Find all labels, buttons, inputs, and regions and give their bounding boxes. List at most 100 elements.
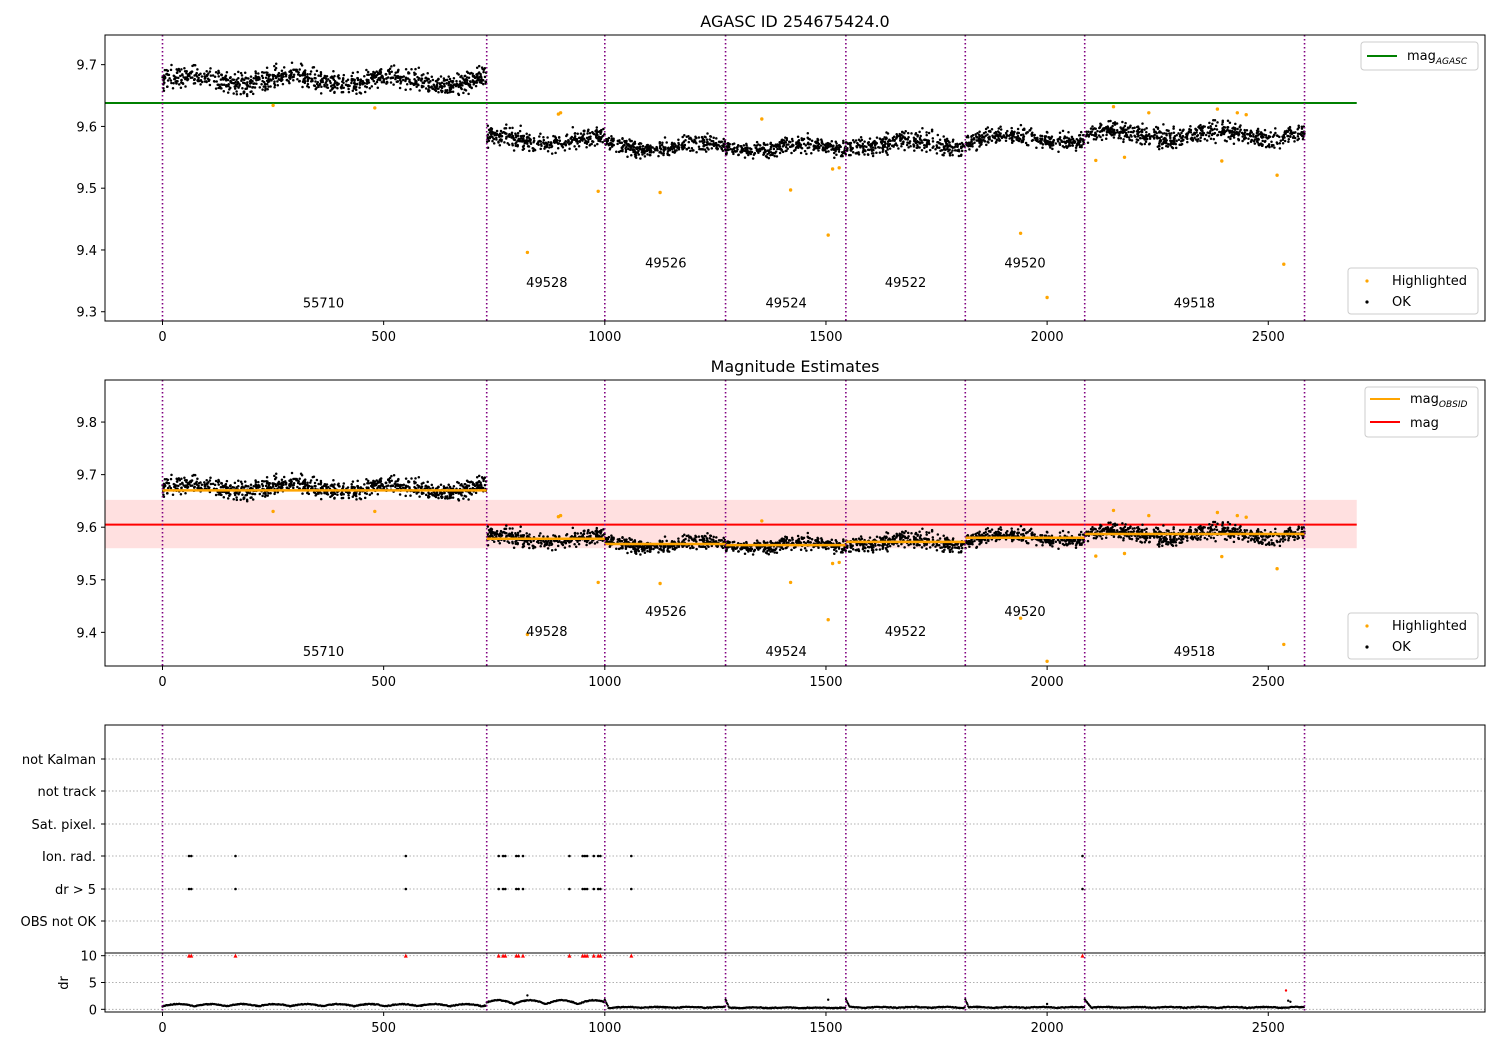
ok-point — [1109, 127, 1113, 131]
ok-point — [646, 153, 649, 156]
ok-point — [414, 67, 417, 71]
obsid-label: 49524 — [765, 296, 806, 311]
ok-point — [1086, 141, 1090, 144]
ok-point — [577, 136, 581, 140]
ok-point — [866, 153, 870, 156]
ok-point — [729, 147, 732, 151]
ok-point — [666, 147, 670, 150]
ok-point — [1127, 130, 1130, 134]
ok-point — [1012, 134, 1015, 138]
ok-point — [840, 153, 844, 157]
ok-point — [593, 542, 597, 545]
ok-point — [333, 483, 336, 486]
ok-point — [762, 146, 766, 150]
ok-point — [1022, 135, 1025, 139]
ok-point — [170, 81, 173, 85]
ok-point — [895, 133, 898, 136]
ok-point — [992, 135, 995, 139]
ok-point — [459, 75, 462, 79]
ok-point — [583, 529, 586, 533]
ok-point — [683, 134, 686, 137]
ok-point — [245, 92, 249, 96]
ok-point — [910, 132, 913, 135]
ok-point — [546, 136, 549, 139]
ok-point — [212, 79, 216, 83]
ok-point — [674, 144, 677, 147]
ok-point — [232, 497, 235, 501]
ok-point — [1165, 129, 1169, 132]
ok-point — [1199, 128, 1203, 132]
ok-point — [482, 479, 485, 483]
ok-point — [467, 498, 470, 501]
ok-point — [325, 86, 328, 89]
ok-point — [420, 85, 424, 89]
ok-point — [358, 86, 361, 89]
ok-point — [1242, 137, 1246, 140]
ok-point — [778, 151, 782, 155]
ok-point — [264, 493, 267, 497]
ok-point — [739, 145, 742, 148]
ok-point — [1260, 132, 1264, 135]
ok-point — [692, 539, 696, 542]
ok-point — [460, 494, 463, 497]
ok-point — [595, 131, 598, 135]
ok-point — [246, 492, 249, 495]
ok-point — [488, 131, 491, 134]
ok-point — [445, 495, 448, 499]
ok-point — [712, 136, 715, 140]
ok-point — [885, 151, 888, 154]
ok-point — [514, 142, 517, 145]
ok-point — [526, 540, 529, 544]
ok-point — [1080, 144, 1083, 147]
ok-point — [253, 86, 257, 89]
ok-point — [228, 76, 232, 80]
ok-point — [398, 486, 402, 490]
ok-point — [767, 156, 771, 160]
ok-point — [701, 148, 705, 151]
ok-point — [699, 148, 703, 151]
ok-point — [1167, 142, 1170, 146]
ok-point — [442, 79, 446, 82]
ok-point — [376, 78, 379, 82]
ok-point — [276, 80, 279, 83]
ok-point — [656, 149, 659, 152]
ok-point — [1246, 142, 1250, 145]
ok-point — [280, 69, 284, 72]
ok-point — [587, 138, 590, 141]
ok-point — [311, 66, 315, 69]
ok-point — [447, 483, 450, 487]
ok-point — [863, 153, 866, 156]
ok-point — [191, 484, 194, 487]
ok-point — [173, 77, 176, 81]
ok-point — [626, 155, 629, 158]
ok-point — [319, 92, 323, 95]
ok-point — [191, 76, 194, 79]
ok-point — [1111, 124, 1114, 128]
ok-point — [1126, 126, 1130, 129]
ok-point — [657, 551, 660, 554]
ok-point — [329, 81, 332, 85]
ok-point — [1199, 126, 1202, 130]
ok-point — [652, 150, 655, 154]
ok-point — [550, 144, 554, 148]
ok-point — [543, 544, 546, 548]
ok-point — [280, 478, 284, 481]
ok-point — [1070, 135, 1074, 139]
ok-point — [1263, 140, 1267, 143]
ok-point — [473, 484, 477, 487]
ok-point — [384, 72, 388, 76]
ok-point — [408, 78, 411, 81]
ok-point — [190, 479, 193, 483]
ok-point — [665, 539, 668, 543]
ok-point — [1121, 131, 1125, 135]
panel1-legend-top: magAGASC — [1360, 41, 1479, 71]
ok-point — [951, 153, 954, 157]
ok-point — [333, 492, 337, 496]
ok-point — [1089, 127, 1093, 130]
ok-point — [951, 145, 954, 149]
ok-point — [577, 542, 581, 546]
ok-point — [414, 72, 417, 76]
ok-point — [258, 77, 261, 81]
ok-point — [978, 130, 981, 133]
ok-point — [208, 78, 211, 82]
